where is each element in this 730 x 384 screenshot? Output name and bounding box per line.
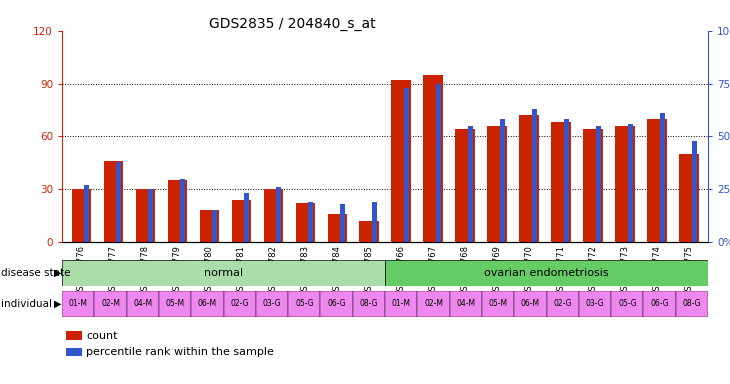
Bar <box>127 291 159 317</box>
Bar <box>148 189 153 242</box>
Bar <box>680 154 699 242</box>
Text: GDS2835 / 204840_s_at: GDS2835 / 204840_s_at <box>209 17 375 31</box>
Bar <box>72 189 91 242</box>
Bar <box>191 291 223 317</box>
Text: 06-G: 06-G <box>650 299 669 308</box>
Bar <box>579 291 611 317</box>
Bar <box>353 291 385 317</box>
Bar <box>116 162 121 242</box>
Bar <box>692 141 696 242</box>
Bar <box>308 202 313 242</box>
Text: 08-G: 08-G <box>683 299 702 308</box>
Bar <box>276 187 281 242</box>
Text: percentile rank within the sample: percentile rank within the sample <box>86 347 274 357</box>
Text: 03-G: 03-G <box>585 299 604 308</box>
Bar <box>84 185 89 242</box>
Text: 02-M: 02-M <box>101 299 120 308</box>
Bar <box>256 291 288 317</box>
Bar <box>320 291 353 317</box>
Bar <box>168 180 187 242</box>
Bar <box>514 291 547 317</box>
Bar <box>223 291 256 317</box>
Bar <box>94 291 127 317</box>
Bar <box>136 189 155 242</box>
Bar <box>628 124 633 242</box>
Text: 04-M: 04-M <box>134 299 153 308</box>
Bar <box>62 260 385 286</box>
Bar <box>423 75 442 242</box>
Bar <box>482 291 514 317</box>
Bar <box>340 204 345 242</box>
Text: 02-G: 02-G <box>231 299 249 308</box>
Text: 02-G: 02-G <box>553 299 572 308</box>
Bar <box>660 113 665 242</box>
Bar <box>468 126 473 242</box>
Bar <box>676 291 708 317</box>
Bar <box>159 291 191 317</box>
Text: ovarian endometriosis: ovarian endometriosis <box>484 268 609 278</box>
Text: count: count <box>86 331 118 341</box>
Text: 04-M: 04-M <box>456 299 475 308</box>
Bar <box>488 126 507 242</box>
Text: 08-G: 08-G <box>360 299 378 308</box>
Bar <box>615 126 634 242</box>
Bar <box>328 214 347 242</box>
Text: ▶: ▶ <box>54 299 61 309</box>
Text: 02-M: 02-M <box>424 299 443 308</box>
Bar <box>547 291 579 317</box>
Bar <box>611 291 644 317</box>
Bar <box>244 194 249 242</box>
Bar <box>418 291 450 317</box>
Text: ▶: ▶ <box>54 268 61 278</box>
Bar <box>644 291 676 317</box>
Bar <box>104 161 123 242</box>
Bar <box>391 80 411 242</box>
Bar <box>180 179 185 242</box>
Bar <box>551 122 571 242</box>
Bar <box>596 126 601 242</box>
Text: individual: individual <box>1 299 53 309</box>
Bar <box>564 119 569 242</box>
Text: 01-M: 01-M <box>392 299 411 308</box>
Text: 01-M: 01-M <box>69 299 88 308</box>
Bar <box>436 84 441 242</box>
Bar <box>212 210 217 242</box>
Bar <box>450 291 482 317</box>
Bar <box>520 115 539 242</box>
Bar <box>532 109 537 242</box>
Text: disease state: disease state <box>1 268 71 278</box>
Bar <box>296 203 315 242</box>
Text: 06-M: 06-M <box>521 299 540 308</box>
Text: 03-G: 03-G <box>263 299 281 308</box>
Bar <box>385 291 418 317</box>
Bar <box>264 189 283 242</box>
Bar <box>648 119 666 242</box>
Text: 06-M: 06-M <box>198 299 217 308</box>
Bar <box>359 221 379 242</box>
Bar <box>500 119 504 242</box>
Bar <box>288 291 320 317</box>
Text: 06-G: 06-G <box>327 299 346 308</box>
Bar <box>372 202 377 242</box>
Text: 05-M: 05-M <box>166 299 185 308</box>
Text: 05-M: 05-M <box>488 299 507 308</box>
Bar <box>62 291 94 317</box>
Bar <box>199 210 219 242</box>
Bar <box>231 200 250 242</box>
Text: 05-G: 05-G <box>295 299 314 308</box>
Bar <box>456 129 474 242</box>
Text: 05-G: 05-G <box>618 299 637 308</box>
Bar <box>404 88 409 242</box>
Text: normal: normal <box>204 268 243 278</box>
Bar <box>583 129 602 242</box>
Bar <box>385 260 708 286</box>
